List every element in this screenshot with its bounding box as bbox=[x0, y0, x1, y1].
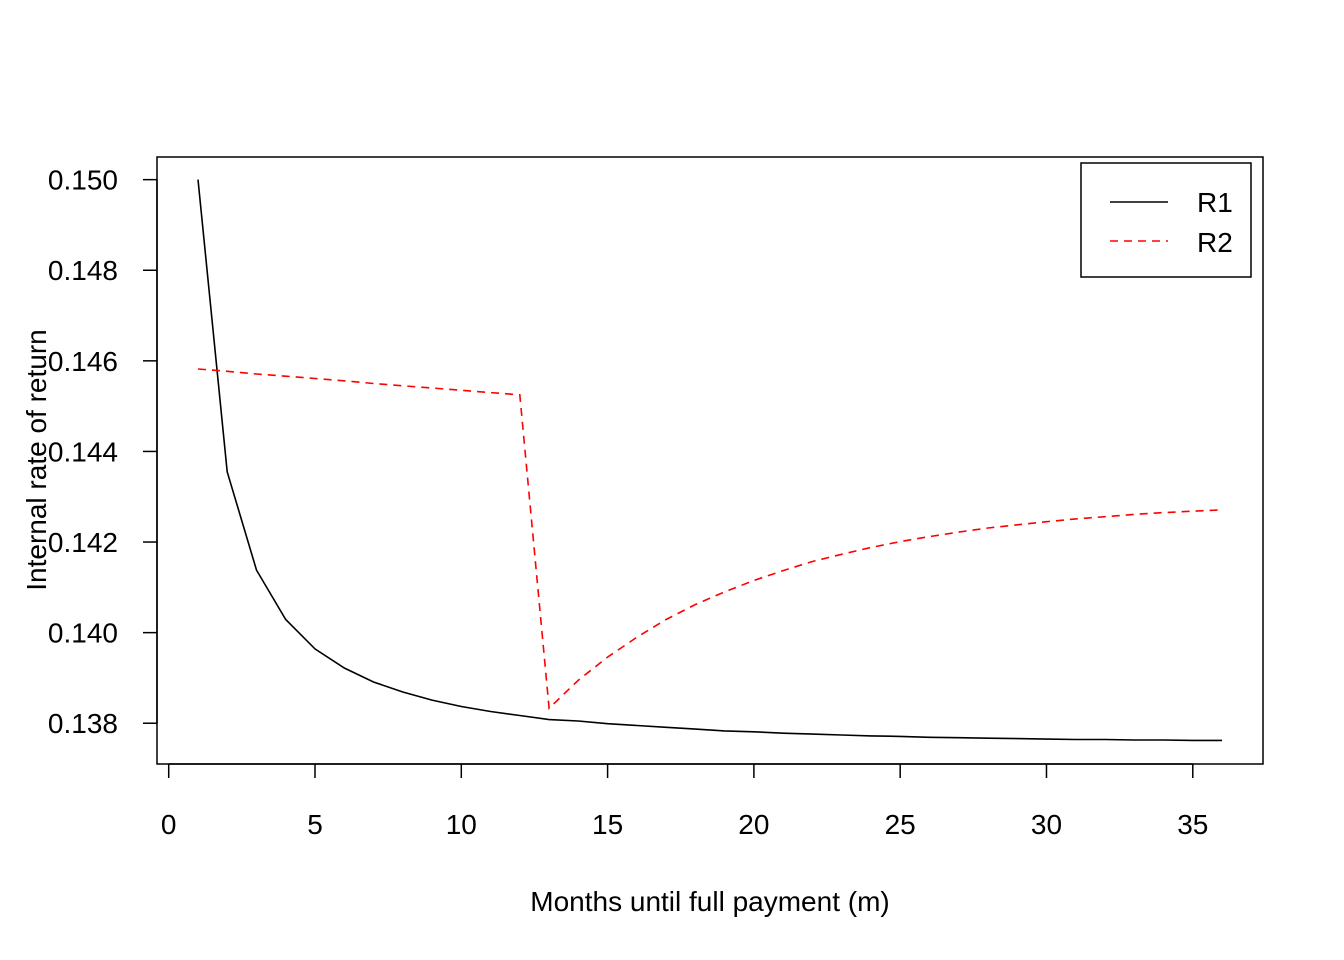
x-tick-label: 30 bbox=[1031, 809, 1062, 840]
y-tick-label: 0.148 bbox=[48, 255, 118, 286]
x-axis: 0 5 10 15 20 25 30 35 bbox=[161, 763, 1208, 840]
legend-label-r2: R2 bbox=[1197, 227, 1233, 258]
y-tick-label: 0.140 bbox=[48, 618, 118, 649]
legend-box bbox=[1080, 162, 1252, 278]
x-tick-label: 25 bbox=[885, 809, 916, 840]
x-tick-label: 20 bbox=[738, 809, 769, 840]
series-line-r2 bbox=[197, 368, 1223, 711]
y-tick-label: 0.138 bbox=[48, 708, 118, 739]
y-tick-label: 0.146 bbox=[48, 346, 118, 377]
x-axis-title: Months until full payment (m) bbox=[530, 886, 889, 917]
x-tick-label: 35 bbox=[1177, 809, 1208, 840]
series-line-r1 bbox=[197, 179, 1222, 742]
y-axis-title: Internal rate of return bbox=[21, 329, 52, 590]
legend-label-r1: R1 bbox=[1197, 187, 1233, 218]
y-tick-label: 0.144 bbox=[48, 436, 118, 467]
x-tick-label: 5 bbox=[307, 809, 323, 840]
x-tick-label: 0 bbox=[161, 809, 177, 840]
y-tick-label: 0.142 bbox=[48, 527, 118, 558]
legend: R1 R2 bbox=[1080, 162, 1252, 278]
x-tick-label: 15 bbox=[592, 809, 623, 840]
y-axis: 0.138 0.140 0.142 0.144 0.146 0.148 0.150 bbox=[48, 165, 158, 739]
x-tick-label: 10 bbox=[446, 809, 477, 840]
y-tick-label: 0.150 bbox=[48, 165, 118, 196]
series-layer bbox=[197, 179, 1223, 742]
